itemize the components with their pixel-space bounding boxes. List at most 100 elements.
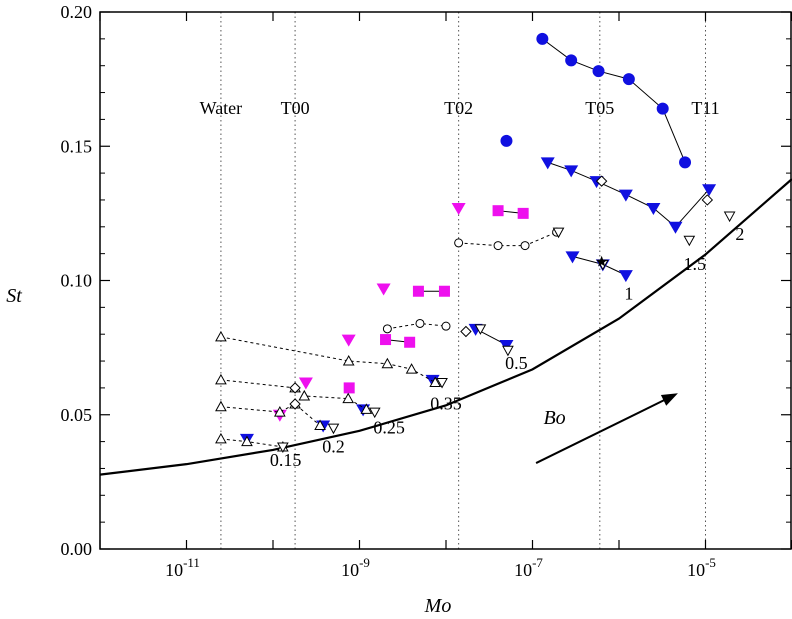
data-point [441,321,451,331]
data-series [492,205,529,219]
fluid-label: T00 [281,98,310,118]
data-point [415,318,425,328]
data-point [646,203,661,216]
bo-value-label: 0.2 [322,436,345,456]
data-point [342,355,355,366]
data-point [327,423,340,435]
data-series [215,330,442,388]
y-tick-label: 0.20 [61,2,93,22]
data-point [412,285,424,297]
bo-annotation-label: Bo [543,407,565,429]
data-point [438,285,450,297]
data-series [376,283,391,296]
fluid-label: T11 [691,98,719,118]
y-tick-label: 0.00 [61,539,93,559]
data-point [343,382,355,394]
data-point [454,238,464,248]
data-point [565,251,580,264]
data-point [492,205,504,217]
data-point [215,330,227,342]
series-line [387,322,447,330]
bo-value-label: 1 [624,283,633,303]
bo-value-label: 0.15 [270,450,302,470]
data-point [618,189,633,202]
data-point [289,398,301,410]
data-point [215,432,227,444]
data-point [298,389,311,401]
data-series [341,334,356,347]
data-point [341,334,356,347]
data-point [404,336,416,348]
data-series [380,334,416,348]
data-point [277,442,289,453]
series-line [458,231,557,247]
plot-frame [99,11,792,550]
data-point [314,419,326,430]
data-point [342,392,355,404]
data-series [595,255,608,267]
series-line [220,336,436,383]
data-point [500,134,513,147]
data-series [412,285,450,297]
data-point [360,403,373,414]
data-point [595,255,608,267]
correlation-curve [99,178,792,476]
data-point [451,203,466,216]
data-series [565,251,633,283]
x-tick-base: 10 [341,560,359,580]
data-series [454,227,562,251]
data-series [298,377,313,390]
data-point [723,211,736,223]
data-point [381,357,394,369]
data-series [289,175,714,410]
data-point [552,227,565,239]
data-point [215,373,227,385]
x-tick-base: 10 [687,560,705,580]
data-point [683,235,696,247]
series-line [220,403,321,426]
data-point [668,221,683,234]
correlation-curve-group [99,178,792,476]
fluid-label: T05 [585,98,614,118]
x-tick-exponent: -7 [532,555,543,570]
x-tick-exponent: -5 [705,555,716,570]
bo-value-label: 1.5 [683,254,706,274]
data-series [500,134,513,147]
data-point [517,207,529,219]
data-point [679,156,692,169]
x-tick-label: 10-5 [687,555,716,580]
data-point [493,241,503,251]
data-point [289,382,301,394]
data-point [656,102,669,115]
bo-value-label: 2 [735,224,744,244]
data-series-group [215,32,736,453]
data-point [474,324,487,335]
x-tick-exponent: -9 [359,555,370,570]
data-series [540,157,717,234]
data-point [702,184,717,197]
data-point [273,406,286,417]
data-series [215,397,326,430]
x-tick-exponent: -11 [183,555,200,570]
data-series [343,382,355,394]
data-point [241,435,253,447]
data-point [540,157,555,170]
x-tick-label: 10-7 [514,555,543,580]
data-series [536,32,692,169]
bo-value-label: 0.5 [505,353,528,373]
data-series [382,318,451,334]
data-point [380,334,392,346]
data-point [618,270,633,283]
y-tick-label: 0.10 [61,271,93,291]
bo-value-label: 0.35 [430,393,462,413]
fluid-label: Water [200,98,243,118]
data-point [565,54,578,67]
y-tick-label: 0.15 [61,136,93,156]
data-point [622,73,635,86]
y-tick-label: 0.05 [61,405,93,425]
x-tick-base: 10 [514,560,532,580]
x-tick-base: 10 [165,560,183,580]
data-point [215,400,227,412]
data-point [368,407,381,419]
